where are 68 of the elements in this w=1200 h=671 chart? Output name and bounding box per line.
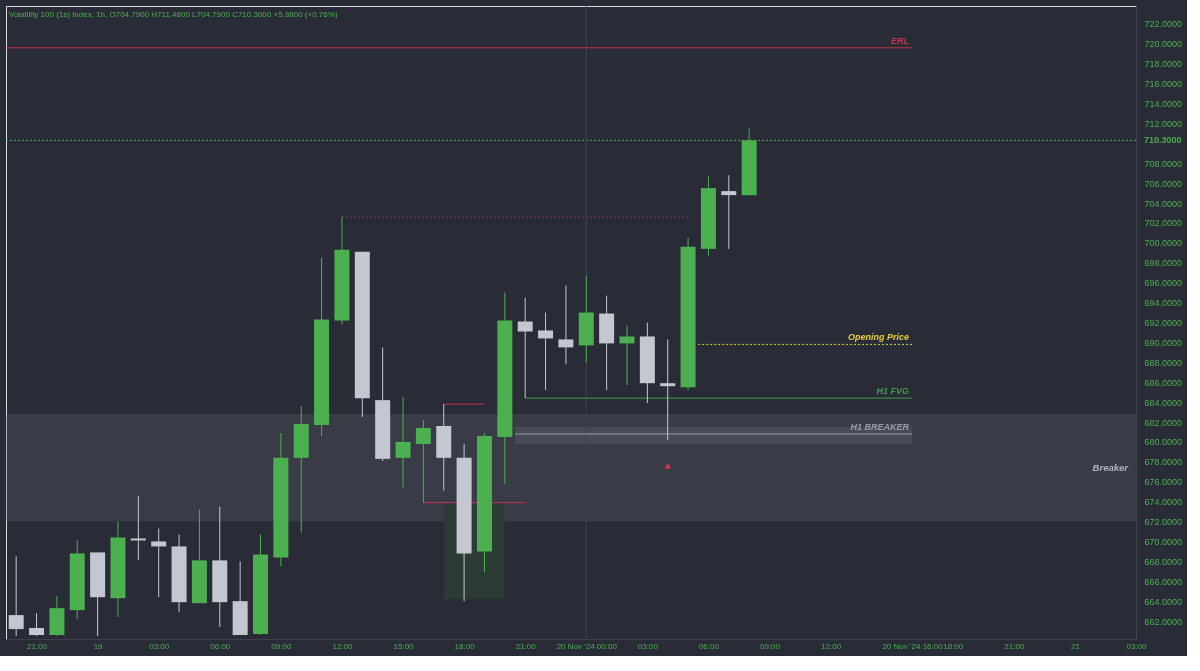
y-tick-label: 678.0000 [1144, 457, 1183, 468]
x-tick-label: 18:00 [454, 641, 476, 651]
y-tick-label: 706.0000 [1144, 178, 1183, 189]
candlestick [538, 312, 554, 391]
y-tick-label: 668.0000 [1144, 556, 1183, 567]
x-tick-label: 12:00 [332, 641, 353, 651]
series-label: H1 FVG [876, 386, 910, 397]
y-tick-label: 722.0000 [1144, 19, 1183, 30]
candlestick [130, 495, 146, 561]
candlestick [660, 338, 676, 441]
y-tick-label: 718.0000 [1144, 59, 1183, 70]
y-tick-label: 712.0000 [1144, 118, 1183, 129]
ref-line-label: 710.3000 [1144, 135, 1182, 146]
x-tick-label: 12:00 [821, 641, 842, 651]
x-tick-label: 03:00 [637, 641, 659, 651]
x-tick-label: 21:00 [515, 641, 537, 651]
y-tick-label: 702.0000 [1144, 218, 1183, 229]
y-tick-label: 672.0000 [1144, 517, 1183, 528]
y-tick-label: 698.0000 [1144, 258, 1183, 269]
y-tick-label: 664.0000 [1144, 596, 1183, 607]
x-tick-label: 20 Nov '24 00:00 [556, 641, 618, 651]
x-tick-label: 06:00 [698, 641, 720, 651]
x-tick-label: 09:00 [760, 641, 781, 651]
y-tick-label: 682.0000 [1144, 417, 1183, 428]
y-tick-label: 700.0000 [1144, 238, 1183, 249]
y-tick-label: 674.0000 [1144, 497, 1183, 508]
x-tick-label: 18:00 [943, 641, 964, 651]
x-tick-label: 03:00 [149, 641, 170, 651]
candlestick [517, 297, 533, 399]
chart-title: Volatility 100 (1s) Index, 1h, O704.7900 H711.4800 L704.7900 C710.3000 +5.3800 (+0.76%) [9, 10, 338, 19]
x-tick-label: 03:00 [1126, 641, 1148, 651]
candlestick [151, 528, 167, 598]
candlestick [721, 174, 737, 250]
x-tick-label: 20 Nov '24 16:00 [882, 641, 944, 651]
candlestick [558, 285, 574, 365]
x-tick-label: 21:00 [1004, 641, 1025, 651]
y-tick-label: 708.0000 [1144, 158, 1183, 169]
series-label: Opening Price [848, 332, 910, 343]
y-tick-label: 716.0000 [1144, 79, 1183, 90]
y-tick-label: 714.0000 [1144, 99, 1183, 110]
y-tick-label: 662.0000 [1144, 616, 1183, 627]
y-tick-label: 720.0000 [1144, 39, 1183, 50]
y-tick-label: 684.0000 [1144, 397, 1183, 408]
y-tick-label: 686.0000 [1144, 377, 1183, 388]
band-label: Breaker [1092, 461, 1130, 473]
x-tick-label: 19 [93, 641, 104, 651]
candlestick [619, 324, 635, 386]
y-tick-label: 704.0000 [1144, 198, 1183, 209]
x-tick-label: 21 [1070, 641, 1081, 651]
x-tick-label: 06:00 [210, 641, 231, 651]
y-tick-label: 692.0000 [1144, 318, 1183, 328]
y-tick-label: 680.0000 [1144, 437, 1183, 448]
candlestick [29, 612, 45, 637]
series-label: H1 BREAKER [850, 421, 910, 432]
y-tick-label: 694.0000 [1144, 298, 1183, 309]
candlestick [8, 555, 24, 637]
x-tick-label: 15:00 [393, 641, 415, 651]
y-tick-label: 696.0000 [1144, 278, 1183, 289]
y-tick-label: 670.0000 [1144, 536, 1183, 547]
candlestick [395, 396, 411, 489]
y-tick-label: 666.0000 [1144, 576, 1183, 587]
x-tick-label: 21:00 [27, 641, 48, 651]
y-tick-label: 676.0000 [1144, 477, 1183, 488]
candlestick [415, 419, 431, 504]
y-tick-label: 690.0000 [1144, 337, 1183, 348]
y-tick-label: 688.0000 [1144, 357, 1183, 368]
x-tick-label: 09:00 [271, 641, 292, 651]
series-label: ERL [891, 35, 910, 46]
